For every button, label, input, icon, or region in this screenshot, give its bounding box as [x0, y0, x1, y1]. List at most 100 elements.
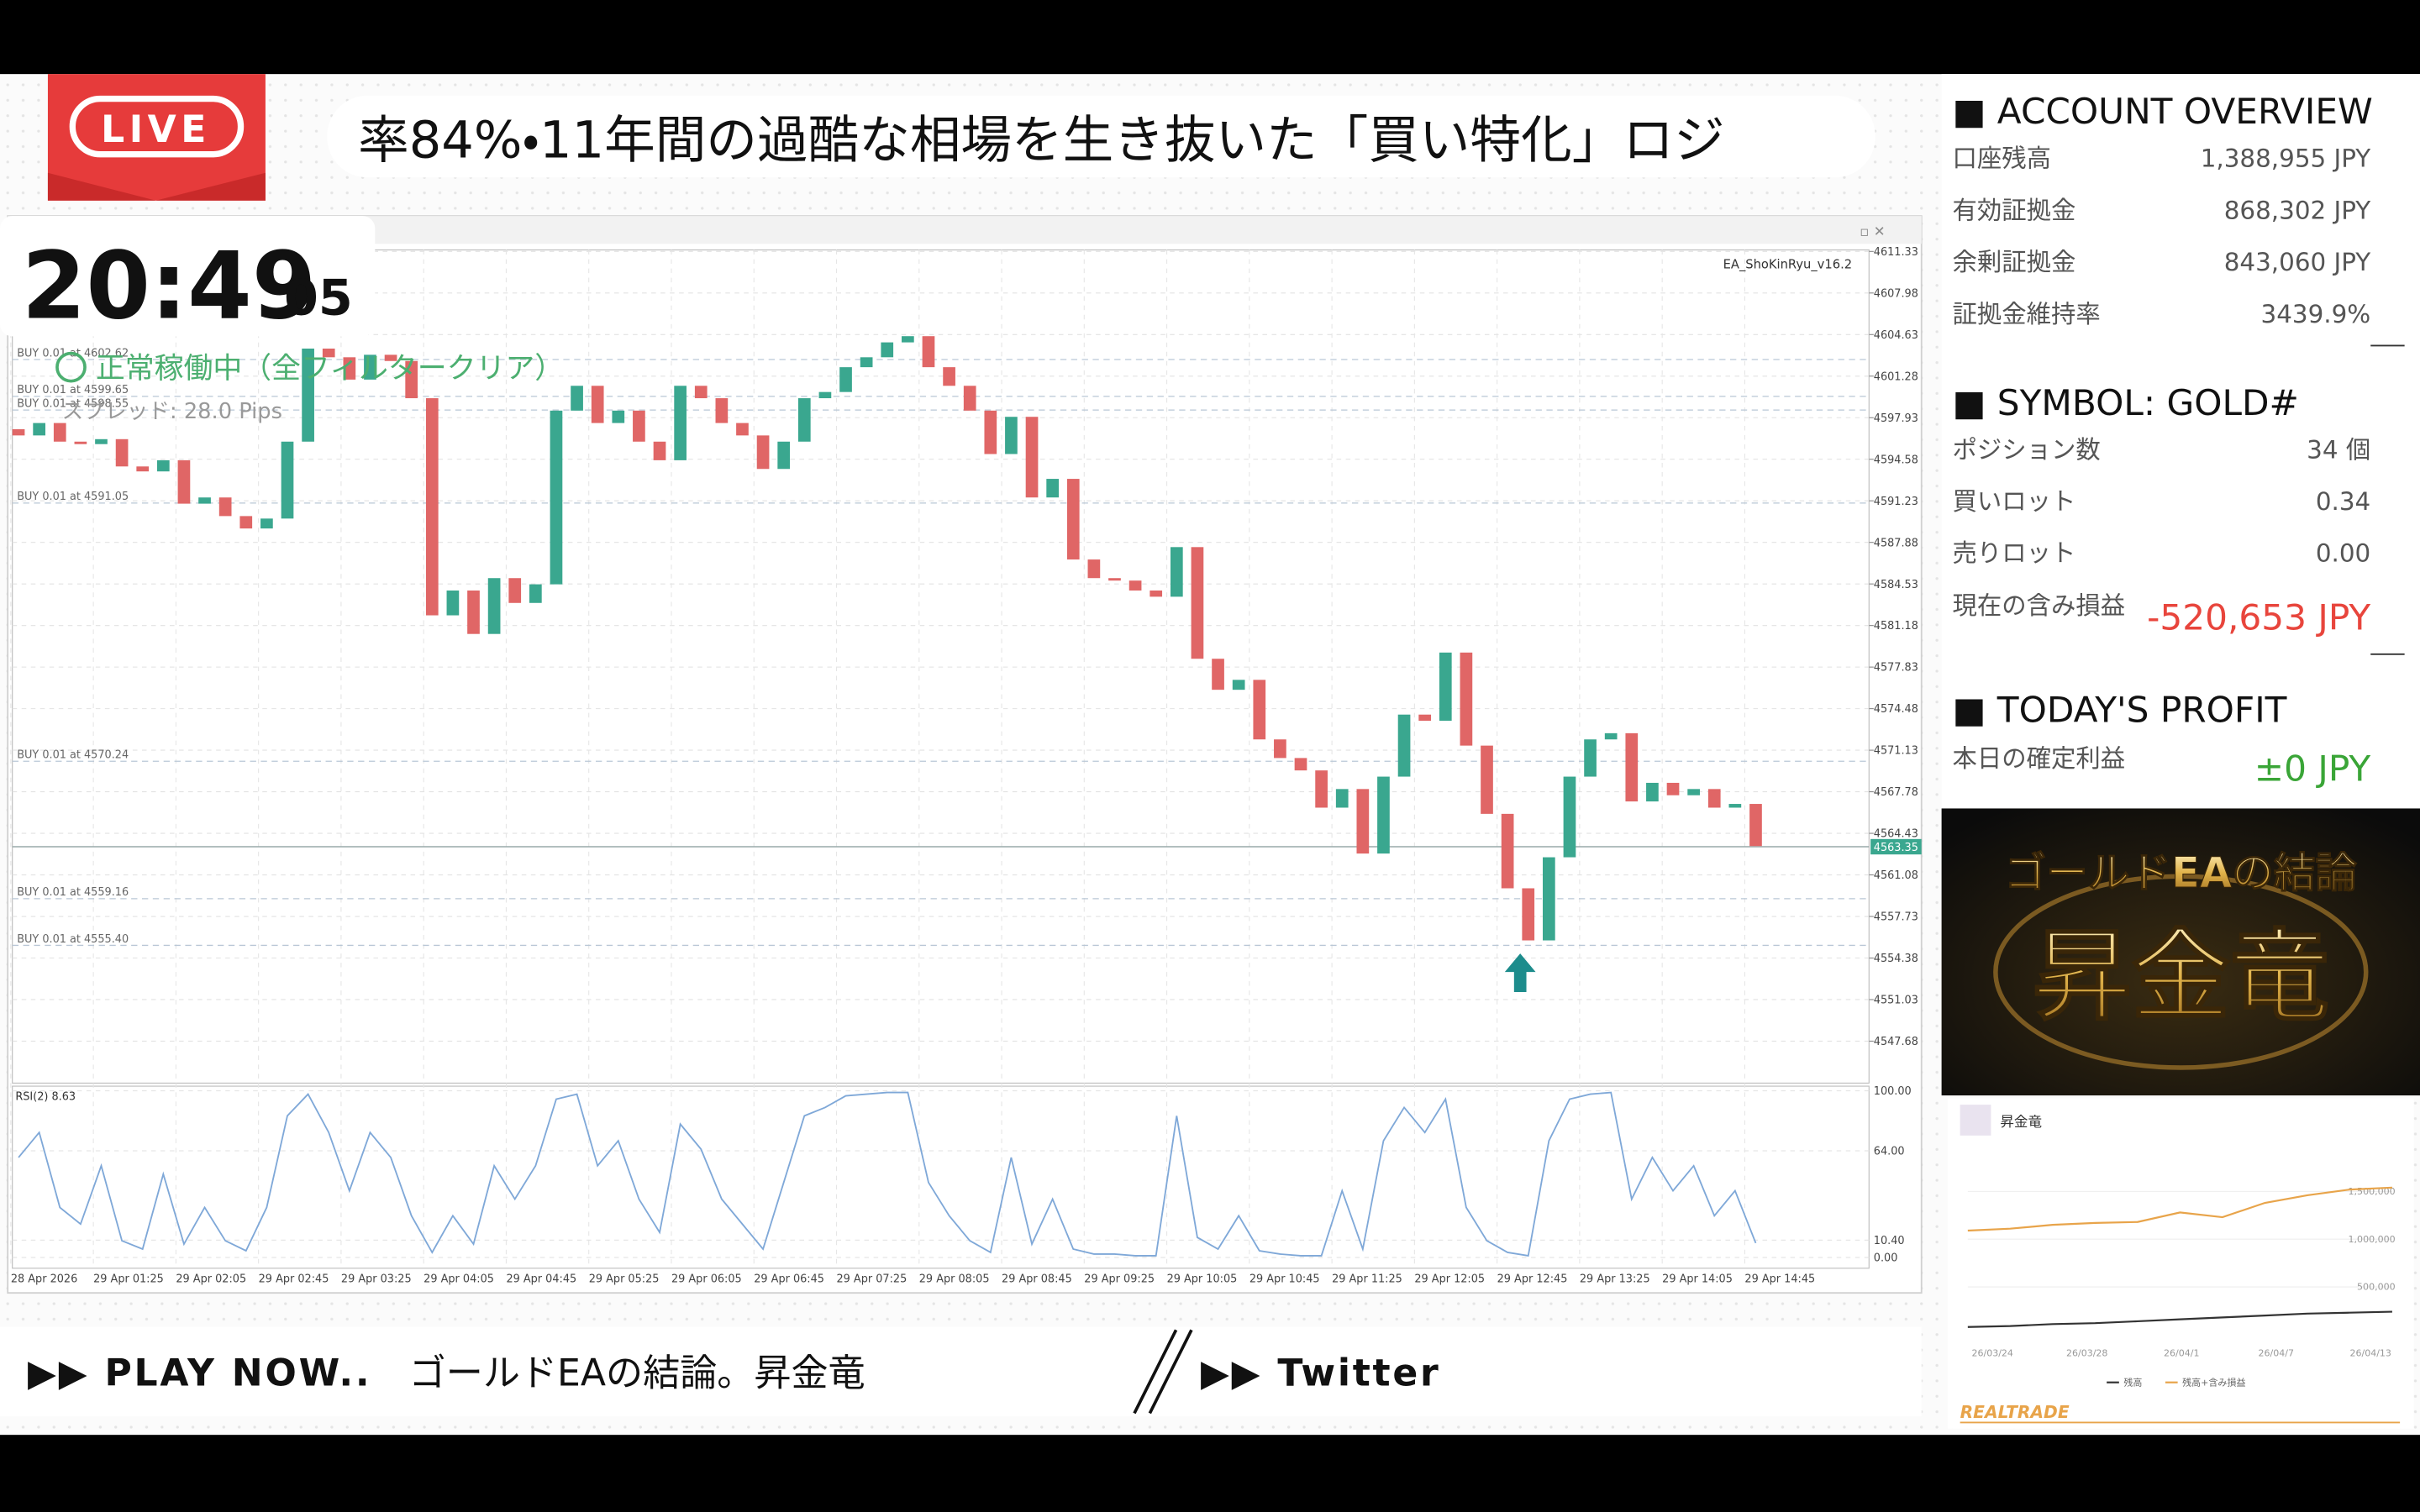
candle-body	[529, 584, 542, 603]
x-tick-label: 29 Apr 09:25	[1084, 1273, 1155, 1285]
mini-title: 昇金竜	[2000, 1114, 2042, 1130]
ticker-pill	[327, 95, 1876, 178]
row-value: 34 個	[2307, 436, 2370, 465]
candle-body	[1108, 578, 1121, 581]
candle-body	[881, 342, 894, 358]
candle-body	[1191, 547, 1204, 659]
x-tick-label: 29 Apr 04:45	[506, 1273, 576, 1285]
rsi-label: RSI(2) 8.63	[15, 1091, 76, 1104]
position-label: BUY 0.01 at 4555.40	[17, 933, 129, 946]
candle-body	[1584, 739, 1597, 777]
x-tick-label: 29 Apr 06:05	[671, 1273, 742, 1285]
x-tick-label: 29 Apr 02:05	[176, 1273, 246, 1285]
current-price-box	[1870, 838, 1922, 855]
candle-body	[1128, 580, 1142, 591]
candle-body	[218, 497, 232, 517]
candle-body	[1749, 804, 1762, 847]
x-tick-label: 29 Apr 02:45	[259, 1273, 329, 1285]
candle-body	[487, 578, 501, 634]
y-tick-label: 4597.93	[1874, 412, 1918, 425]
y-tick-label: 4591.23	[1874, 496, 1918, 508]
candle-body	[922, 336, 935, 368]
logo: REALTRADE	[1960, 1402, 2070, 1422]
x-tick-label: 29 Apr 10:05	[1167, 1273, 1238, 1285]
twitter-link[interactable]: ▶▶ Twitter	[1201, 1352, 1441, 1394]
clock-seconds: 05	[284, 269, 353, 327]
candle-body	[674, 386, 687, 460]
mini-y-label: 500,000	[2357, 1282, 2396, 1293]
candle-body	[984, 410, 997, 454]
candle-body	[53, 423, 66, 442]
candle-body	[302, 348, 314, 442]
banner	[1941, 808, 2420, 1096]
banner-line1: ゴールドEAの結論	[2005, 848, 2358, 897]
candle-body	[446, 591, 460, 616]
candle-body	[1335, 789, 1349, 808]
candle-body	[281, 441, 294, 519]
grid-layer	[10, 249, 1870, 1268]
candle-body	[425, 398, 439, 616]
candle-body	[1543, 857, 1555, 941]
candle-body	[508, 578, 522, 603]
x-tick-label: 29 Apr 13:25	[1580, 1273, 1650, 1285]
row-value: 0.00	[2316, 539, 2370, 568]
pl-value: -520,653 JPY	[2147, 596, 2370, 638]
candle-body	[33, 423, 45, 436]
candles-layer	[12, 336, 1762, 941]
candle-body	[136, 466, 150, 472]
candle-body	[715, 398, 729, 423]
price-pane	[12, 249, 1870, 1084]
row-value: 3439.9%	[2261, 300, 2371, 328]
y-tick-label: 4574.48	[1874, 703, 1918, 716]
candle-body	[198, 497, 211, 504]
candle-body	[384, 354, 397, 361]
now-playing: ゴールドEAの結論。昇金竜	[409, 1352, 865, 1394]
candle-body	[612, 410, 625, 423]
x-tick-label: 29 Apr 07:25	[837, 1273, 908, 1285]
row-value: 868,302 JPY	[2224, 196, 2371, 224]
y-tick-label: 4607.98	[1874, 287, 1918, 300]
candle-body	[902, 336, 914, 343]
status-text: 正常稼働中（全フィルタークリア）	[96, 352, 564, 386]
buy-signal-arrow	[1504, 953, 1536, 993]
candle-body	[797, 398, 811, 442]
candle-body	[653, 441, 666, 460]
window-controls: ▫ ✕	[1860, 223, 1885, 239]
y-tick-label: 4581.18	[1874, 620, 1918, 633]
candle-body	[1066, 479, 1080, 560]
candle-body	[963, 386, 976, 411]
rsi-tick-label: 10.40	[1874, 1235, 1905, 1247]
mini-x-label: 26/04/13	[2349, 1347, 2391, 1358]
mini-line	[1967, 1186, 2392, 1232]
candle-body	[571, 386, 583, 411]
y-tick-label: 4557.73	[1874, 911, 1918, 924]
position-label: BUY 0.01 at 4559.16	[17, 886, 129, 899]
candle-body	[239, 516, 253, 529]
y-tick-label: 4554.38	[1874, 953, 1918, 965]
mini-y-label: 1,000,000	[2349, 1234, 2396, 1245]
rsi-tick-label: 100.00	[1874, 1085, 1912, 1098]
clock-box	[0, 216, 376, 337]
candle-body	[1212, 659, 1224, 690]
y-tick-label: 4567.78	[1874, 786, 1918, 799]
profit-label: 本日の確定利益	[1952, 744, 2125, 773]
mini-avatar	[1960, 1105, 1991, 1136]
row-label: 買いロット	[1952, 487, 2075, 516]
x-tick-label: 29 Apr 10:45	[1249, 1273, 1320, 1285]
candle-body	[1646, 782, 1659, 802]
candle-body	[1481, 745, 1493, 814]
candle-body	[1625, 732, 1639, 802]
profit-value: ±0 JPY	[2254, 748, 2371, 789]
rsi-tick-label: 64.00	[1874, 1146, 1905, 1158]
x-tick-label: 29 Apr 03:25	[341, 1273, 412, 1285]
x-tick-label: 29 Apr 01:25	[93, 1273, 164, 1285]
candle-body	[1418, 714, 1432, 722]
x-tick-label: 29 Apr 08:45	[1002, 1273, 1072, 1285]
row-label: 有効証拠金	[1952, 196, 2075, 224]
row-label: ポジション数	[1952, 436, 2100, 465]
x-tick-label: 29 Apr 14:05	[1662, 1273, 1733, 1285]
candle-body	[1563, 776, 1576, 858]
